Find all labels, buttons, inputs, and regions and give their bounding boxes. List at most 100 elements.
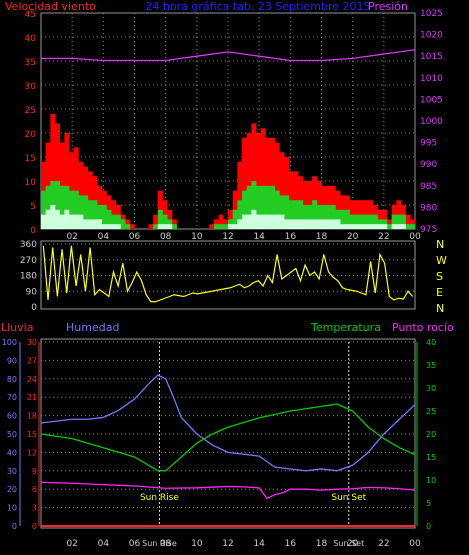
base-bar: [242, 214, 247, 229]
base-bar: [288, 219, 294, 229]
rain-y-tick: 15: [27, 430, 37, 439]
gust-bar: [55, 123, 60, 229]
base-bar: [157, 224, 163, 229]
gust-bar: [274, 142, 280, 229]
humidity-y-tick: 90: [7, 356, 17, 365]
wind-x-tick: 08: [160, 232, 172, 242]
wind-y-tick: 20: [25, 130, 37, 140]
average-bar: [69, 190, 75, 229]
pressure-y-tick: 1020: [420, 31, 443, 41]
average-bar: [358, 214, 364, 229]
base-bar: [111, 224, 117, 229]
direction-y-tick: 360: [20, 240, 37, 250]
base-bar: [228, 224, 233, 229]
average-bar: [330, 205, 336, 229]
thp-x-tick: 04: [98, 539, 110, 549]
average-bar: [232, 209, 238, 229]
average-bar: [101, 205, 107, 229]
average-bar: [344, 209, 350, 229]
average-bar: [326, 205, 332, 229]
average-bar: [242, 190, 247, 229]
base-bar: [330, 219, 336, 229]
gust-bar: [265, 137, 271, 229]
gust-bar: [405, 214, 411, 229]
pressure-y-tick: 995: [420, 139, 437, 149]
average-bar: [64, 185, 70, 229]
average-bar: [363, 214, 369, 229]
average-bar: [274, 190, 280, 229]
thp-x-tick: 10: [191, 539, 203, 549]
pressure-y-tick: 1005: [420, 95, 443, 105]
pressure-y-tick: 1000: [420, 117, 443, 127]
base-bar: [368, 224, 374, 229]
temperature-y-tick: 15: [426, 453, 436, 462]
average-bar: [349, 214, 355, 229]
wind-y-tick: 0: [30, 226, 36, 236]
pressure-line: [41, 49, 416, 62]
direction-y-tick: 180: [20, 272, 37, 282]
gust-bar: [246, 133, 252, 229]
rain-y-tick: 27: [27, 356, 37, 365]
average-bar: [386, 224, 392, 229]
average-bar: [125, 224, 131, 229]
thp-x-tick: 08: [160, 539, 172, 549]
dewpoint-line: [40, 481, 416, 500]
rain-title: Lluvia: [1, 321, 33, 334]
base-bar: [256, 214, 262, 229]
sunset-tick: Sun Set: [333, 539, 364, 548]
rain-y-tick: 30: [27, 338, 37, 347]
average-bar: [256, 185, 262, 229]
gust-bar: [270, 137, 276, 229]
base-bar: [312, 219, 318, 229]
base-bar: [115, 224, 121, 229]
humidity-y-tick: 80: [7, 375, 17, 384]
temperature-y-tick: 0: [426, 522, 431, 531]
base-bar: [97, 219, 103, 229]
wind-x-tick: 20: [347, 232, 359, 242]
average-bar: [368, 214, 374, 229]
humidity-title: Humedad: [66, 321, 119, 334]
average-bar: [213, 224, 219, 229]
base-bar: [92, 219, 98, 229]
thp-x-tick: 12: [222, 539, 233, 549]
rain-y-tick: 0: [32, 522, 37, 531]
average-bar: [78, 195, 84, 229]
thp-x-tick: 16: [285, 539, 297, 549]
base-bar: [340, 224, 346, 229]
base-bar: [302, 219, 308, 229]
average-bar: [92, 200, 98, 229]
average-bar: [321, 205, 327, 229]
base-bar: [73, 214, 79, 229]
pressure-y-tick: 990: [420, 160, 437, 170]
wind-y-tick: 10: [25, 178, 37, 188]
compass-label: E: [436, 286, 443, 299]
temperature-line: [40, 403, 416, 472]
average-bar: [316, 205, 322, 229]
base-bar: [270, 214, 276, 229]
base-bar: [326, 219, 332, 229]
humidity-y-tick: 60: [7, 412, 17, 421]
average-bar: [246, 185, 252, 229]
compass-label: N: [436, 238, 444, 251]
average-bar: [307, 205, 313, 229]
base-bar: [382, 224, 388, 229]
average-bar: [218, 224, 224, 229]
gust-bar: [148, 224, 154, 229]
gust-bar: [218, 214, 224, 229]
base-bar: [293, 219, 299, 229]
average-bar: [157, 209, 163, 229]
temperature-y-tick: 30: [426, 384, 436, 393]
pressure-y-tick: 985: [420, 182, 437, 192]
base-bar: [265, 214, 271, 229]
wind-y-tick: 40: [25, 34, 37, 44]
wind-x-tick: 22: [378, 232, 389, 242]
compass-label: N: [436, 302, 444, 315]
wind-x-tick: 02: [66, 232, 77, 242]
rain-y-tick: 3: [32, 504, 37, 513]
average-bar: [260, 185, 266, 229]
humidity-y-tick: 20: [7, 485, 17, 494]
average-bar: [83, 195, 89, 229]
base-bar: [232, 224, 238, 229]
average-bar: [87, 200, 93, 229]
wind-y-tick: 5: [30, 202, 36, 212]
